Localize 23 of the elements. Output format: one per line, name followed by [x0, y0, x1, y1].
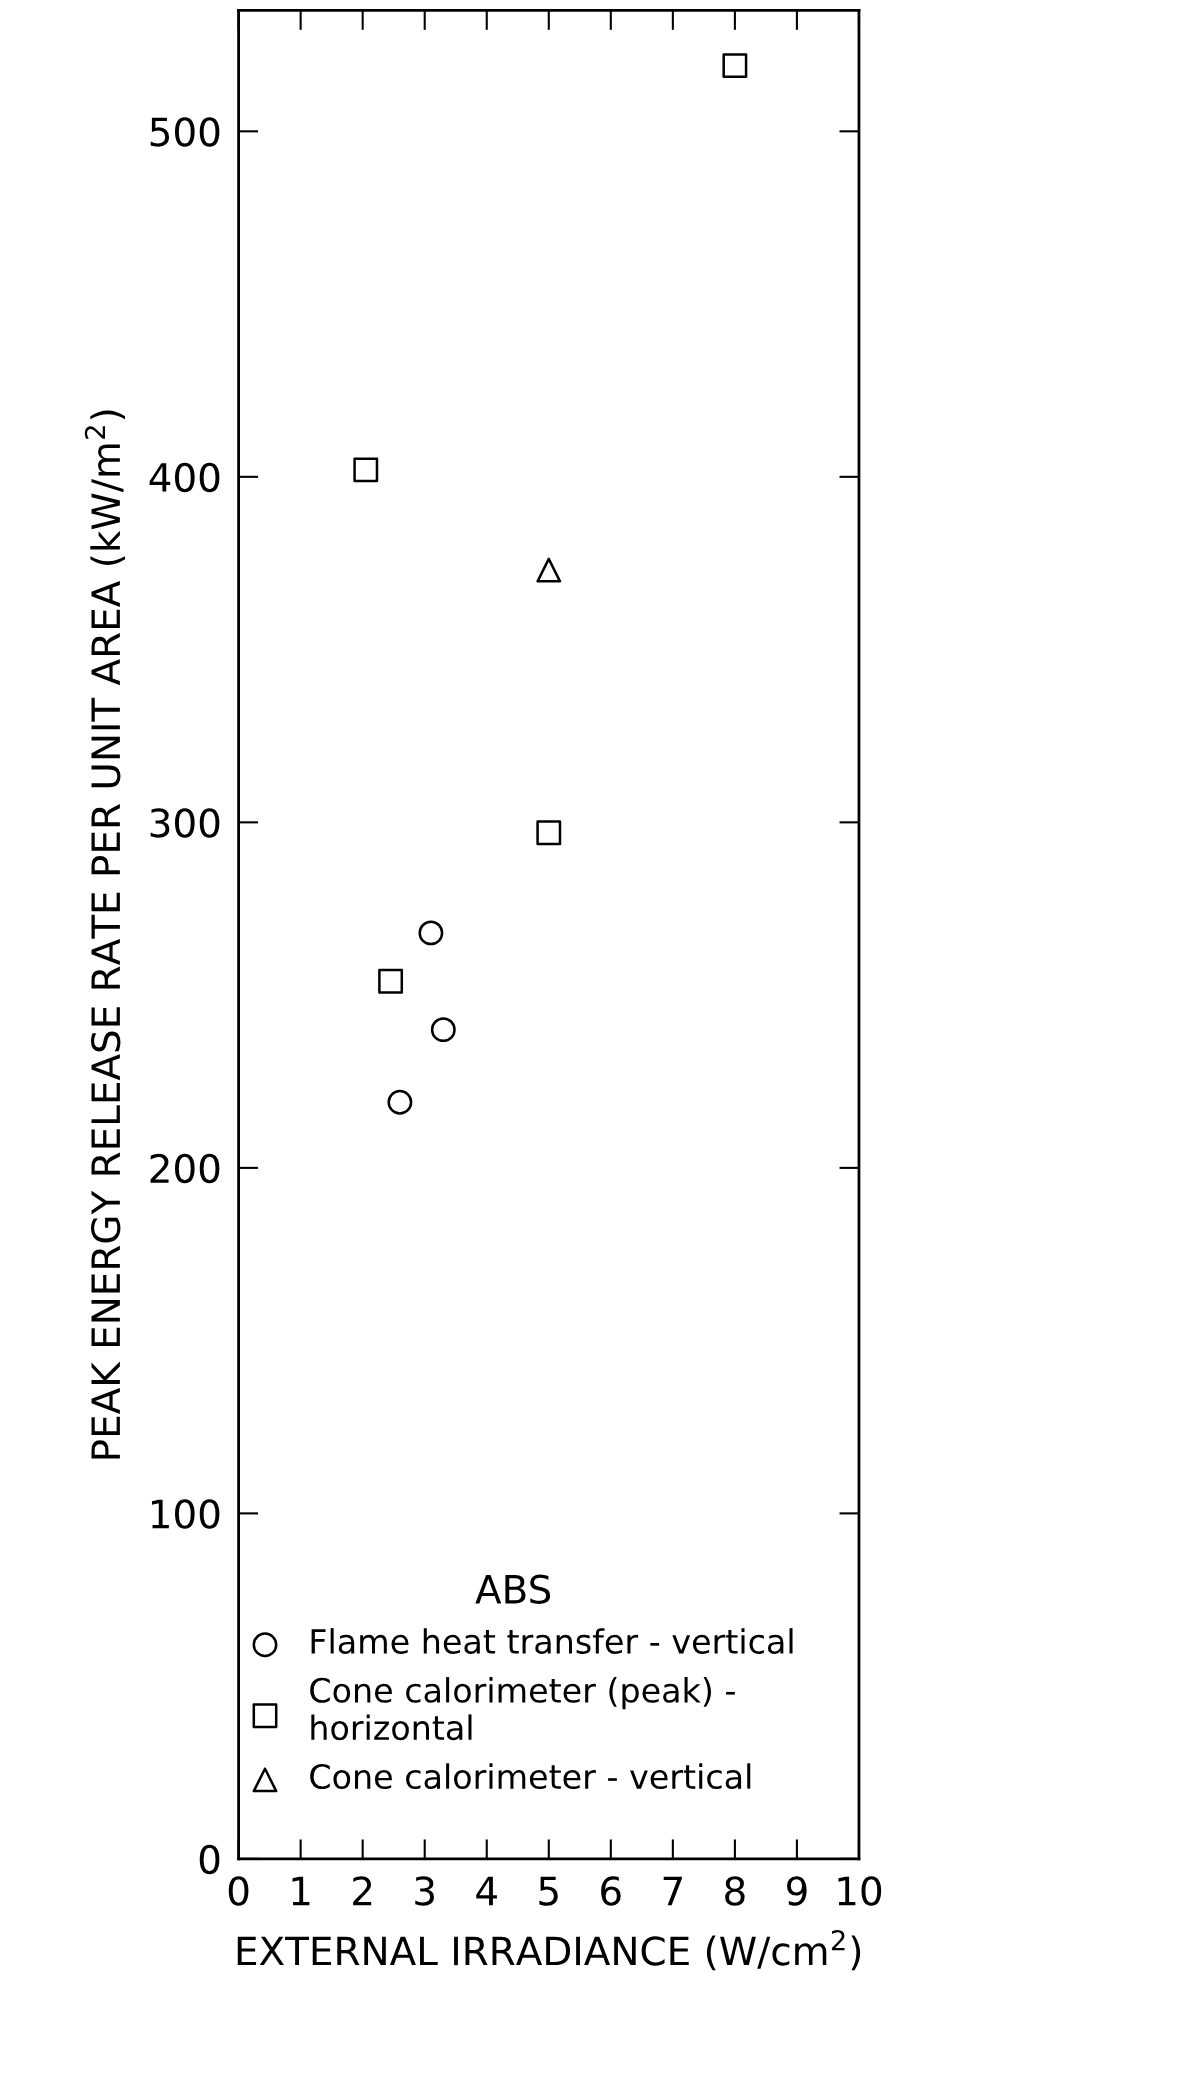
- x-tick-label: 3: [415, 1876, 434, 1906]
- legend-title: ABS: [475, 1574, 551, 1604]
- x-tick-label: 0: [228, 1876, 249, 1906]
- x-tick-label: 2: [353, 1876, 372, 1906]
- y-tick-label: 0: [199, 1844, 220, 1875]
- x-tick-label: 5: [539, 1876, 558, 1906]
- x-tick-label: 6: [601, 1876, 621, 1906]
- y-axis-title: PEAK ENERGY RELEASE RATE PER UNIT AREA (kW/m$^{2}$): [84, 410, 125, 1459]
- legend-label: Cone calorimeter (peak) - horizontal: [310, 1677, 735, 1741]
- x-tick-label: 10: [838, 1876, 882, 1906]
- legend-label: Flame heat transfer - vertical: [311, 1628, 793, 1654]
- y-tick-label: 400: [149, 462, 220, 493]
- y-tick-label: 100: [151, 1499, 220, 1529]
- x-tick-label: 9: [787, 1876, 807, 1906]
- y-tick-label: 300: [150, 808, 220, 838]
- legend-label: Cone calorimeter - vertical: [310, 1763, 751, 1790]
- y-tick-label: 200: [150, 1153, 220, 1184]
- x-axis-title: EXTERNAL IRRADIANCE (W/cm$^{2}$): [237, 1930, 861, 1971]
- y-tick-label: 500: [150, 117, 220, 147]
- x-tick-label: 7: [663, 1876, 682, 1906]
- x-tick-label: 4: [476, 1876, 497, 1906]
- x-tick-label: 1: [292, 1876, 310, 1906]
- x-tick-label: 8: [725, 1876, 745, 1906]
